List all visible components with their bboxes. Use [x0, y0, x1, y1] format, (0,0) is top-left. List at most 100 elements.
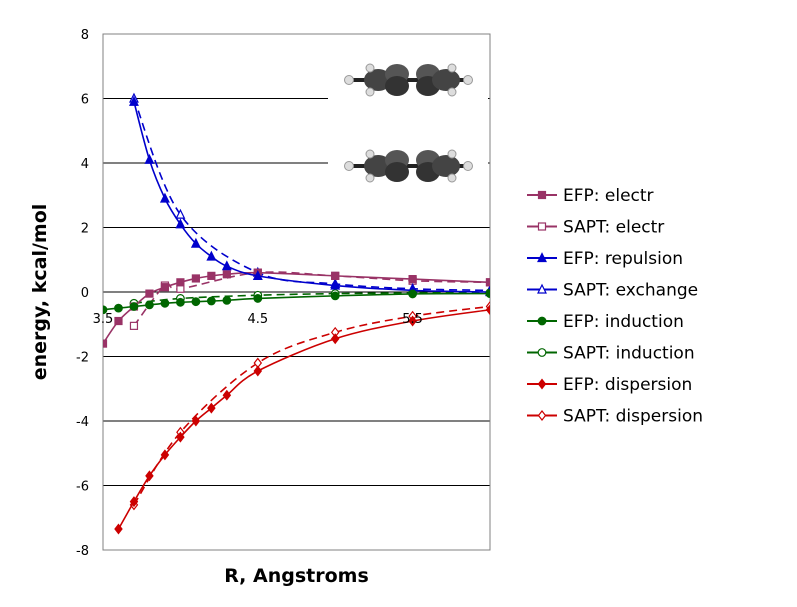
data-point-marker	[145, 289, 154, 298]
legend-label: SAPT: exchange	[563, 281, 698, 301]
data-point-marker	[253, 365, 263, 377]
legend-label: SAPT: electr	[563, 218, 664, 238]
legend-item: SAPT: induction	[527, 344, 695, 364]
data-point-marker	[145, 470, 154, 482]
data-point-marker	[537, 190, 547, 200]
data-point-marker	[175, 297, 185, 307]
data-series	[103, 92, 490, 535]
data-point-marker	[191, 274, 200, 283]
data-point-marker	[128, 95, 139, 106]
series-efp-induction	[103, 289, 490, 315]
data-point-marker	[207, 402, 216, 414]
legend-label: EFP: dispersion	[563, 375, 692, 395]
data-point-marker	[206, 296, 216, 306]
series-efp-electr	[103, 268, 490, 348]
data-point-marker	[114, 523, 123, 535]
data-point-marker	[330, 279, 341, 290]
legend-label: EFP: repulsion	[563, 249, 683, 269]
data-point-marker	[103, 339, 108, 348]
data-point-marker	[537, 378, 547, 390]
data-point-marker	[537, 316, 547, 326]
data-point-marker	[222, 295, 232, 305]
benzene-molecule-bottom	[344, 149, 473, 183]
series-line	[133, 305, 490, 506]
series-efp-dispersion	[114, 304, 490, 535]
legend-item: SAPT: electr	[527, 218, 664, 238]
data-point-marker	[485, 289, 490, 299]
data-point-marker	[408, 315, 417, 327]
tick-labels: 8 6 4 2 0 -2 -4 -6 -8 3.5 4.5 5.5	[76, 28, 423, 559]
data-point-marker	[129, 302, 139, 311]
data-point-marker	[175, 208, 186, 219]
legend-item: EFP: induction	[527, 312, 684, 332]
legend: EFP: electr SAPT: electr EFP: repulsion SA…	[527, 186, 703, 427]
data-point-marker	[175, 218, 186, 229]
legend-label: EFP: induction	[563, 312, 684, 332]
data-point-marker	[221, 260, 232, 271]
data-point-marker	[252, 270, 263, 280]
data-point-marker	[191, 415, 201, 427]
data-point-marker	[206, 250, 217, 261]
legend-item: EFP: electr	[527, 186, 654, 206]
data-point-marker	[129, 496, 139, 508]
x-tick-label: 3.5	[93, 312, 114, 327]
y-tick-label: -2	[76, 351, 89, 366]
data-point-marker	[485, 304, 490, 316]
data-point-marker	[145, 300, 154, 310]
legend-label: SAPT: induction	[563, 344, 695, 364]
data-point-marker	[160, 298, 170, 308]
x-axis-title: R, Angstroms	[224, 565, 369, 587]
data-point-marker	[331, 271, 340, 280]
y-tick-label: -8	[76, 544, 89, 559]
legend-item: SAPT: dispersion	[527, 407, 703, 427]
y-tick-label: -4	[76, 415, 89, 430]
benzene-dimer-image	[328, 46, 488, 198]
data-point-marker	[129, 321, 139, 330]
data-point-marker	[207, 271, 216, 280]
y-axis-title: energy, kcal/mol	[29, 204, 51, 381]
data-point-marker	[114, 303, 123, 313]
legend-item: EFP: repulsion	[527, 249, 683, 269]
data-point-marker	[159, 192, 170, 203]
data-point-marker	[114, 316, 123, 326]
data-point-marker	[222, 270, 231, 279]
data-point-marker	[408, 289, 418, 299]
legend-label: EFP: electr	[563, 186, 654, 206]
data-point-marker	[537, 348, 547, 357]
data-point-marker	[144, 153, 155, 164]
data-point-marker	[537, 410, 547, 421]
data-point-marker	[408, 275, 417, 284]
legend-label: SAPT: dispersion	[563, 407, 703, 427]
series-sapt-electr	[129, 268, 490, 330]
y-tick-label: -6	[76, 480, 89, 495]
data-point-marker	[330, 333, 340, 345]
data-point-marker	[176, 278, 185, 287]
data-point-marker	[485, 278, 490, 287]
series-line	[117, 308, 490, 530]
gridlines	[103, 98, 490, 486]
y-tick-label: 0	[81, 286, 89, 301]
data-point-marker	[330, 291, 340, 301]
data-point-marker	[103, 305, 108, 315]
y-tick-label: 6	[81, 93, 89, 108]
y-tick-label: 4	[81, 157, 89, 172]
x-tick-label: 5.5	[402, 312, 423, 327]
data-point-marker	[222, 389, 232, 401]
series-sapt-dispersion	[129, 301, 490, 511]
data-point-marker	[190, 237, 201, 248]
data-point-marker	[253, 294, 263, 303]
data-point-marker	[537, 283, 547, 294]
data-point-marker	[160, 449, 170, 461]
benzene-molecule-top	[344, 63, 473, 97]
y-tick-label: 8	[81, 28, 89, 43]
y-tick-label: 2	[81, 222, 89, 237]
data-point-marker	[191, 297, 201, 307]
data-point-marker	[176, 431, 185, 443]
legend-item: SAPT: exchange	[527, 281, 698, 301]
x-tick-label: 4.5	[247, 312, 268, 327]
data-point-marker	[160, 283, 170, 292]
data-point-marker	[537, 252, 547, 263]
legend-item: EFP: dispersion	[527, 375, 692, 395]
